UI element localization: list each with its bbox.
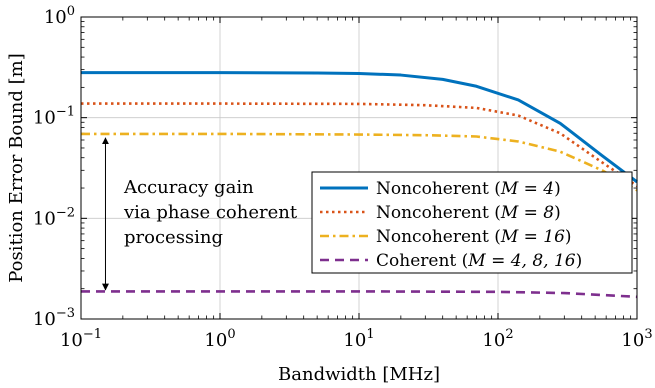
y-tick-exponent: −2	[56, 205, 75, 220]
x-axis-label: Bandwidth [MHz]	[278, 364, 440, 385]
x-tick-label: 10−1	[60, 327, 102, 351]
x-tick-exponent: 0	[227, 327, 235, 342]
x-tick-base: 10	[204, 330, 227, 351]
x-tick-exponent: 1	[366, 327, 374, 342]
series-group	[81, 71, 638, 299]
x-tick-labels: 10−1 100 101 102 103	[60, 327, 653, 351]
legend-label-suffix: )	[554, 203, 561, 223]
y-tick-label: 100	[44, 4, 75, 28]
legend-label-math: M = 8	[500, 203, 554, 223]
x-tick-exponent: −1	[83, 327, 102, 342]
y-tick-label: 10−2	[33, 205, 75, 229]
legend: Noncoherent (M = 4)Noncoherent (M = 8)No…	[311, 171, 633, 274]
x-tick-base: 10	[621, 330, 644, 351]
legend-label-prefix: Coherent (	[376, 251, 468, 271]
y-tick-label: 10−3	[33, 306, 75, 330]
x-tick-label: 100	[204, 327, 235, 351]
y-tick-base: 10	[44, 7, 67, 28]
legend-label-suffix: )	[554, 179, 561, 199]
annotation-line-1: Accuracy gain	[123, 177, 254, 198]
legend-label-suffix: )	[576, 251, 583, 271]
y-tick-base: 10	[33, 208, 56, 229]
legend-label-prefix: Noncoherent (	[376, 227, 501, 247]
legend-label-3: Noncoherent (M = 16)	[376, 227, 572, 247]
legend-label-2: Noncoherent (M = 8)	[376, 203, 561, 223]
x-tick-label: 102	[482, 327, 513, 351]
y-tick-exponent: 0	[67, 4, 75, 19]
legend-label-prefix: Noncoherent (	[376, 179, 501, 199]
annotation-line-2: via phase coherent	[123, 202, 298, 223]
y-tick-base: 10	[33, 108, 56, 129]
x-tick-label: 103	[621, 327, 652, 351]
y-tick-base: 10	[33, 309, 56, 330]
legend-label-prefix: Noncoherent (	[376, 203, 501, 223]
legend-label-1: Noncoherent (M = 4)	[376, 179, 561, 199]
legend-label-math: M = 4	[500, 179, 554, 199]
series-line-1	[81, 71, 638, 184]
y-tick-label: 10−1	[33, 105, 75, 129]
plot-frame	[80, 16, 638, 320]
series-line-3	[81, 132, 638, 192]
series-line-4	[81, 290, 638, 299]
legend-label-math: M = 4, 8, 16	[467, 251, 576, 271]
x-tick-base: 10	[60, 330, 83, 351]
y-axis-label: Position Error Bound [m]	[6, 53, 27, 282]
annotation-line-3: processing	[124, 227, 223, 248]
accuracy-gain-annotation: Accuracy gain via phase coherent process…	[101, 137, 298, 291]
series-line-2	[81, 102, 638, 187]
y-tick-exponent: −1	[56, 105, 75, 120]
x-tick-exponent: 3	[644, 327, 652, 342]
x-tick-base: 10	[482, 330, 505, 351]
x-tick-label: 101	[343, 327, 374, 351]
x-tick-exponent: 2	[505, 327, 513, 342]
y-tick-exponent: −3	[56, 306, 75, 321]
legend-label-math: M = 16	[500, 227, 565, 247]
legend-label-4: Coherent (M = 4, 8, 16)	[376, 251, 582, 271]
legend-label-suffix: )	[565, 227, 572, 247]
x-tick-base: 10	[343, 330, 366, 351]
